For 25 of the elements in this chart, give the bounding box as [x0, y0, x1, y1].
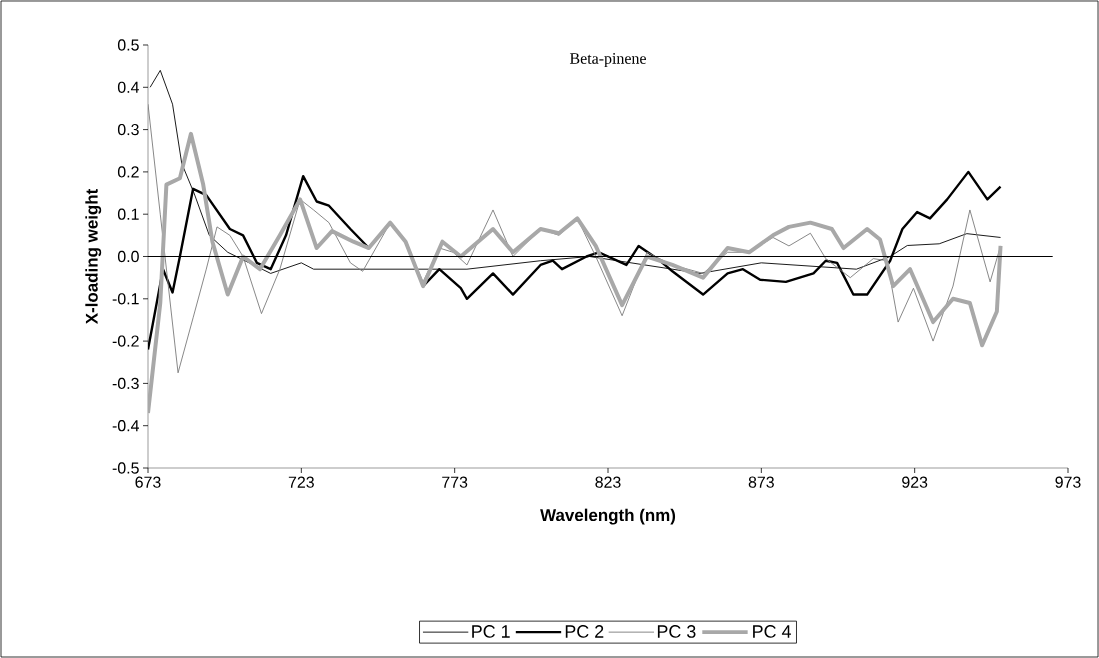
x-tick-label: 773 [442, 476, 468, 488]
y-tick-label: -0.5 [112, 462, 139, 474]
x-tick-label: 823 [595, 476, 621, 488]
legend-label: PC 2 [565, 625, 604, 638]
legend-label: PC 3 [657, 625, 696, 638]
x-tick-label: 673 [135, 476, 161, 488]
y-tick-label: 0.0 [117, 250, 139, 263]
legend-label: PC 1 [472, 625, 510, 638]
x-tick-label: 973 [1055, 476, 1081, 488]
y-tick-label: -0.3 [112, 377, 139, 390]
y-tick-label: 0.5 [117, 39, 139, 51]
y-tick-label: 0.2 [117, 166, 139, 178]
x-axis-title: Wavelength (nm) [540, 508, 676, 525]
chart-title: Beta-pinene [569, 53, 646, 68]
y-tick-label: -0.4 [112, 420, 140, 432]
y-tick-label: 0.1 [117, 208, 139, 220]
x-tick-label: 923 [902, 476, 928, 488]
y-tick-label: 0.4 [117, 81, 140, 93]
y-tick-label: -0.1 [112, 293, 139, 305]
x-tick-label: 723 [288, 476, 314, 488]
y-tick-label: -0.2 [112, 335, 139, 347]
x-tick-label: 873 [748, 476, 774, 488]
y-tick-label: 0.3 [117, 123, 139, 136]
legend-label: PC 4 [753, 625, 791, 638]
y-axis-title: X-loading weight [85, 188, 102, 325]
